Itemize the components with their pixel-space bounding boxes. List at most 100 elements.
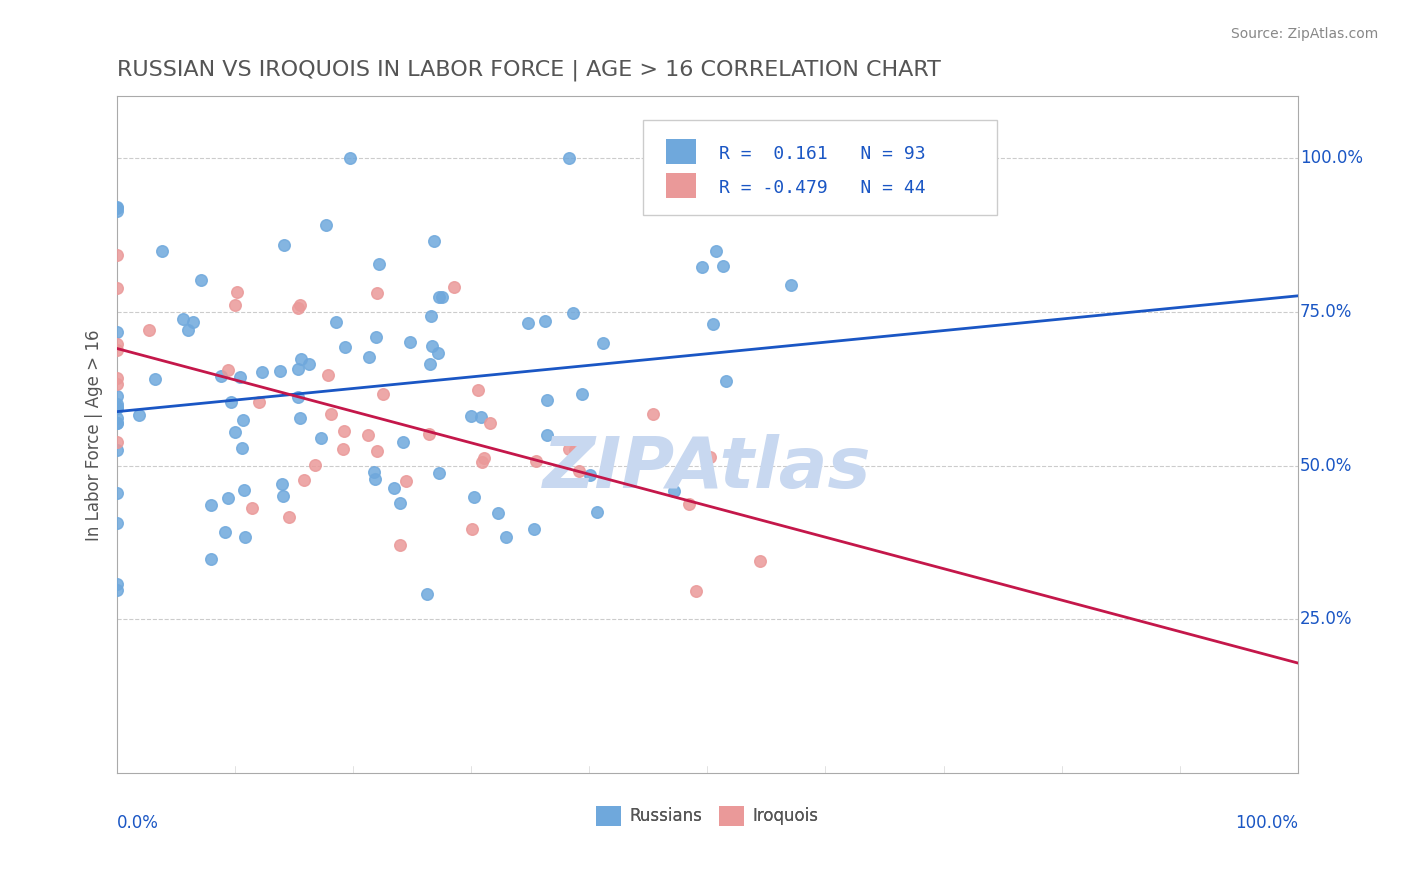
Point [183,315,205,329]
Point [558,442,581,456]
Point [339,151,361,165]
Point [105,202,128,216]
Point [366,444,388,458]
Point [749,554,772,568]
Point [172,312,194,326]
Point [423,234,446,248]
Point [225,285,247,299]
Point [363,465,385,479]
Point [105,435,128,450]
Point [472,450,495,465]
Point [714,374,737,388]
Point [690,260,713,275]
Point [460,409,482,423]
Point [419,357,441,371]
Point [224,298,246,312]
Point [304,458,326,472]
Point [271,477,294,491]
Point [426,346,449,360]
Point [224,425,246,439]
Point [366,286,388,301]
Point [105,416,128,430]
FancyBboxPatch shape [643,120,997,215]
Point [427,290,450,304]
Point [536,427,558,442]
Point [290,298,312,312]
Point [388,496,411,510]
Text: 100.0%: 100.0% [1234,814,1298,832]
Point [231,442,253,456]
Point [443,280,465,294]
Text: 100.0%: 100.0% [1301,149,1362,167]
Point [333,424,356,438]
Point [232,483,254,497]
Point [359,350,381,364]
Point [699,450,721,464]
Point [534,314,557,328]
Point [217,491,239,505]
Point [105,583,128,598]
Point [209,369,232,384]
Point [271,489,294,503]
Point [288,411,311,425]
Point [463,490,485,504]
Point [200,498,222,512]
Point [585,505,607,519]
Point [571,387,593,401]
Point [105,376,128,391]
Text: ZIPAtlas: ZIPAtlas [543,434,872,503]
Point [371,386,394,401]
Point [105,400,128,414]
Point [568,464,591,478]
Point [138,322,160,336]
Point [395,474,418,488]
Point [152,244,174,259]
Point [232,413,254,427]
Text: 75.0%: 75.0% [1301,302,1353,321]
Point [495,530,517,544]
Point [430,290,453,304]
Point [391,434,413,449]
Point [333,340,356,354]
Point [364,472,387,486]
Point [105,411,128,425]
Point [240,500,263,515]
Text: 0.0%: 0.0% [117,814,159,832]
Text: 50.0%: 50.0% [1301,457,1353,475]
Point [592,335,614,350]
Point [219,395,242,409]
Point [572,436,595,450]
Point [419,309,441,323]
Point [706,244,728,259]
Point [105,248,128,262]
Point [309,431,332,445]
Legend: Russians, Iroquois: Russians, Iroquois [589,799,825,832]
Point [562,306,585,320]
Point [579,468,602,483]
Point [558,151,581,165]
Point [523,522,546,536]
Point [105,203,128,218]
Point [479,417,502,431]
Point [368,257,391,271]
Text: 25.0%: 25.0% [1301,610,1353,628]
Point [662,483,685,498]
Point [105,416,128,430]
Point [641,407,664,421]
Point [325,315,347,329]
Point [382,481,405,495]
Point [427,466,450,480]
Point [702,318,724,332]
Text: Source: ZipAtlas.com: Source: ZipAtlas.com [1230,27,1378,41]
Point [287,390,309,404]
Point [292,473,315,487]
Point [779,278,801,293]
Point [105,388,128,402]
Point [247,395,270,409]
Point [685,584,707,599]
Point [105,485,128,500]
Point [316,368,339,382]
Point [564,442,586,457]
Point [467,383,489,397]
Point [524,454,547,468]
